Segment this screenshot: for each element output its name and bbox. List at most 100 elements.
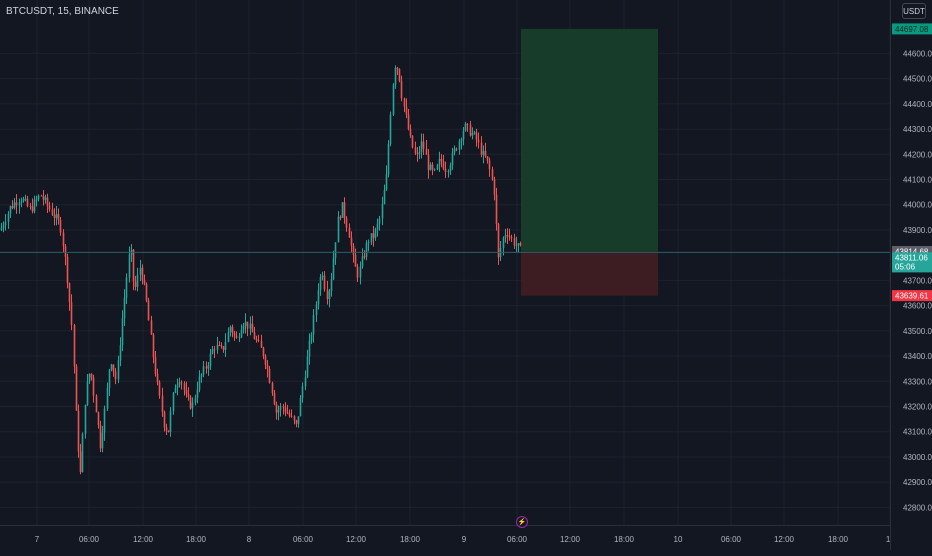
candle-body [354,254,357,267]
candle-body [466,123,469,125]
candle-body [455,148,458,150]
time-axis[interactable]: 7 06:00 12:00 18:00 8 06:00 12:00 18:00 9 06:00 12… [0,525,895,550]
chart-area[interactable]: BTCUSDT, 15, BINANCE [0,0,891,525]
candle-body [0,227,3,230]
candle-body [75,366,78,411]
candles [0,65,522,475]
candle-body [328,291,331,300]
candle-body [301,386,304,398]
candle-body [273,392,276,405]
candle-body [66,256,69,284]
candle-body [260,340,263,348]
candle-body [473,132,476,134]
candle-body [495,194,498,225]
stop-price-tag-bg [892,290,932,302]
candle-body [462,130,465,140]
time-tick-label: 12:00 [560,535,581,544]
candle-body [213,349,216,351]
candle-body [326,289,329,300]
time-tick-label: 12:00 [133,535,154,544]
candle-body [444,168,447,173]
candle-body [429,164,432,171]
candle-body [244,321,247,326]
candle-body [440,158,443,162]
candle-body [235,335,238,338]
candle-body [510,236,513,239]
candle-body [33,199,36,212]
candle-body [62,232,65,247]
stop-price-tag-label: 43639.61 [895,292,929,301]
candlestick-chart[interactable] [0,0,891,525]
candle-body [178,382,181,386]
price-tick-label: 44100.00 [903,176,932,185]
candle-body [367,242,370,244]
candle-body [185,389,188,395]
price-tick-label: 44600.00 [903,49,932,58]
candle-body [121,318,124,346]
candle-body [279,406,282,411]
candle-body [174,387,177,393]
candle-body [370,233,373,243]
time-tick-label: 8 [247,535,252,544]
candle-body [319,276,322,291]
candle-body [132,249,135,282]
candle-body [84,404,87,434]
candle-body [453,148,456,153]
candle-body [18,202,21,206]
candle-body [488,160,491,170]
candle-body [81,433,84,473]
candle-body [48,205,51,210]
candle-body [277,410,280,413]
candle-body [409,129,412,136]
target-price-tag: 44697.08 [892,23,932,35]
candle-body [414,147,417,154]
candle-body [416,153,419,155]
candle-body [90,373,93,378]
candle-body [359,266,362,278]
candle-body [22,199,25,202]
candle-body [438,158,441,165]
candle-body [31,206,34,212]
candle-body [77,410,80,452]
candle-body [253,332,256,340]
candle-body [271,382,274,393]
candle-body [9,206,12,214]
candle-body [44,197,47,200]
candle-body [275,404,278,413]
target-price-tag-label: 44697.08 [895,25,929,34]
candle-body [286,412,289,414]
lightning-icon[interactable]: ⚡ [516,516,528,528]
symbol-title: BTCUSDT, 15, BINANCE [6,6,119,17]
candle-body [506,235,509,237]
candle-body [348,227,351,238]
price-tick-label: 44400.00 [903,100,932,109]
candle-body [403,98,406,107]
long-position-tool[interactable] [521,28,658,296]
time-tick-label: 18:00 [614,535,635,544]
candle-body [515,245,518,247]
candle-body [202,366,205,375]
candle-body [194,397,197,403]
candle-body [255,339,258,341]
candle-body [405,106,408,115]
candle-body [284,407,287,413]
candle-body [363,256,366,258]
candle-body [99,425,102,449]
candle-body [139,267,142,275]
candle-body [167,430,170,432]
candle-body [231,326,234,333]
candle-body [246,321,249,329]
candle-body [141,267,144,281]
candle-body [161,395,164,412]
candle-body [183,383,186,390]
candle-body [387,144,390,175]
price-axis[interactable]: 44600.00 44500.00 44400.00 44300.00 44200.00… [890,0,932,550]
candle-body [198,376,201,390]
price-tick-label: 43100.00 [903,428,932,437]
candle-body [295,420,298,424]
price-tick-label: 43000.00 [903,453,932,462]
candle-body [308,340,311,357]
candle-body [477,139,480,143]
currency-button[interactable]: USDT [902,3,926,19]
candle-body [70,302,73,325]
